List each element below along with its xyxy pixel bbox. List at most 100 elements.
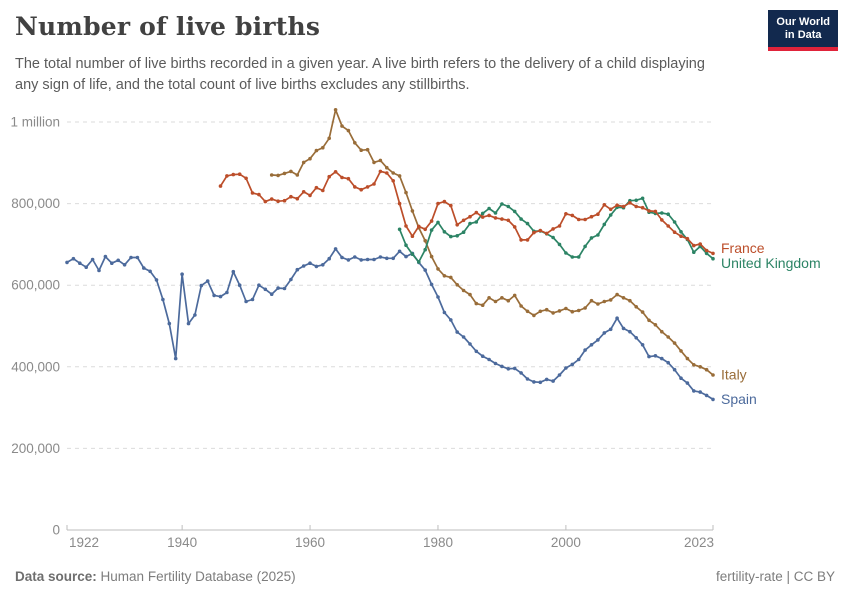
data-point-france xyxy=(512,225,517,229)
license-note: fertility-rate | CC BY xyxy=(715,569,835,584)
data-point-spain xyxy=(333,247,338,251)
data-point-united-kingdom xyxy=(449,234,453,239)
data-point-spain xyxy=(442,310,447,315)
data-point-france xyxy=(429,219,434,223)
owid-logo: Our World in Data xyxy=(768,10,838,51)
data-point-united-kingdom xyxy=(397,227,402,232)
data-point-united-kingdom xyxy=(500,202,504,206)
data-point-united-kingdom xyxy=(570,255,575,259)
data-point-spain xyxy=(378,255,383,259)
data-point-spain xyxy=(71,256,76,261)
data-point-italy xyxy=(589,298,594,303)
data-point-italy xyxy=(480,303,485,308)
y-tick-label: 800,000 xyxy=(11,196,60,211)
data-point-spain xyxy=(199,283,204,288)
data-point-spain xyxy=(692,389,696,393)
data-point-united-kingdom xyxy=(410,252,415,256)
data-point-spain xyxy=(474,349,479,354)
data-point-spain xyxy=(65,260,69,265)
data-point-italy xyxy=(423,238,428,243)
data-point-italy xyxy=(308,156,312,161)
data-point-united-kingdom xyxy=(519,217,523,221)
data-point-france xyxy=(621,204,626,209)
data-point-spain xyxy=(263,287,268,292)
data-point-france xyxy=(257,192,261,197)
x-tick-label: 1940 xyxy=(167,535,197,550)
data-point-italy xyxy=(634,305,638,309)
data-point-france xyxy=(532,230,536,235)
data-point-spain xyxy=(500,364,504,369)
y-tick-label: 0 xyxy=(52,523,60,538)
data-point-france xyxy=(308,193,312,198)
data-point-france xyxy=(263,199,268,204)
data-point-spain xyxy=(308,261,312,266)
data-point-spain xyxy=(97,268,101,273)
data-point-france xyxy=(391,179,396,183)
data-point-spain xyxy=(142,266,146,270)
data-point-spain xyxy=(205,279,210,283)
data-point-spain xyxy=(231,269,236,274)
data-point-france xyxy=(327,174,332,179)
data-point-united-kingdom xyxy=(634,198,638,203)
data-point-france xyxy=(634,204,638,209)
data-point-france xyxy=(538,228,543,233)
data-point-france xyxy=(608,207,613,212)
data-point-france xyxy=(340,175,344,180)
series-line-united-kingdom xyxy=(398,197,714,263)
data-point-spain xyxy=(564,366,568,370)
y-tick-label: 400,000 xyxy=(11,359,60,374)
data-point-italy xyxy=(301,160,306,165)
data-point-france xyxy=(436,201,440,206)
data-point-france xyxy=(269,197,274,201)
data-point-united-kingdom xyxy=(455,234,460,238)
data-point-united-kingdom xyxy=(417,260,421,264)
data-point-france xyxy=(289,194,293,199)
data-point-italy xyxy=(660,329,664,334)
data-point-italy xyxy=(602,299,607,304)
data-point-spain xyxy=(289,277,293,282)
data-point-italy xyxy=(410,209,415,213)
data-point-italy xyxy=(570,309,575,314)
data-point-italy xyxy=(538,309,543,314)
data-point-spain xyxy=(647,354,651,359)
data-point-france xyxy=(449,203,453,208)
data-point-spain xyxy=(628,329,632,334)
data-point-france xyxy=(551,227,555,231)
data-point-france xyxy=(359,187,364,192)
data-point-united-kingdom xyxy=(640,196,645,201)
data-point-france xyxy=(564,212,568,216)
data-point-united-kingdom xyxy=(442,230,447,234)
data-point-france xyxy=(244,176,248,181)
data-point-spain xyxy=(180,272,184,277)
data-point-france xyxy=(346,176,351,181)
data-point-france xyxy=(506,218,511,223)
data-point-spain xyxy=(173,356,178,361)
data-point-france xyxy=(282,198,287,203)
data-point-italy xyxy=(353,141,357,145)
data-source-label: Data source: xyxy=(15,569,97,584)
data-point-france xyxy=(640,205,645,210)
data-point-france xyxy=(333,170,338,174)
data-point-united-kingdom xyxy=(474,220,479,224)
data-point-spain xyxy=(365,257,370,262)
data-point-spain xyxy=(608,327,613,332)
data-point-spain xyxy=(487,357,491,362)
data-point-spain xyxy=(461,335,466,339)
data-point-italy xyxy=(551,311,555,315)
data-point-spain xyxy=(193,313,197,317)
data-point-france xyxy=(410,234,415,238)
x-tick-label: 1980 xyxy=(423,535,453,550)
data-point-italy xyxy=(455,283,460,287)
data-point-italy xyxy=(500,296,504,300)
data-point-united-kingdom xyxy=(660,211,664,215)
data-point-france xyxy=(404,224,408,228)
data-point-france xyxy=(372,182,376,186)
data-point-spain xyxy=(544,377,549,382)
data-point-spain xyxy=(660,356,664,361)
data-point-italy xyxy=(512,293,517,298)
data-point-spain xyxy=(615,316,619,321)
data-point-italy xyxy=(429,254,434,259)
data-point-italy xyxy=(493,299,498,304)
data-point-spain xyxy=(589,343,594,347)
